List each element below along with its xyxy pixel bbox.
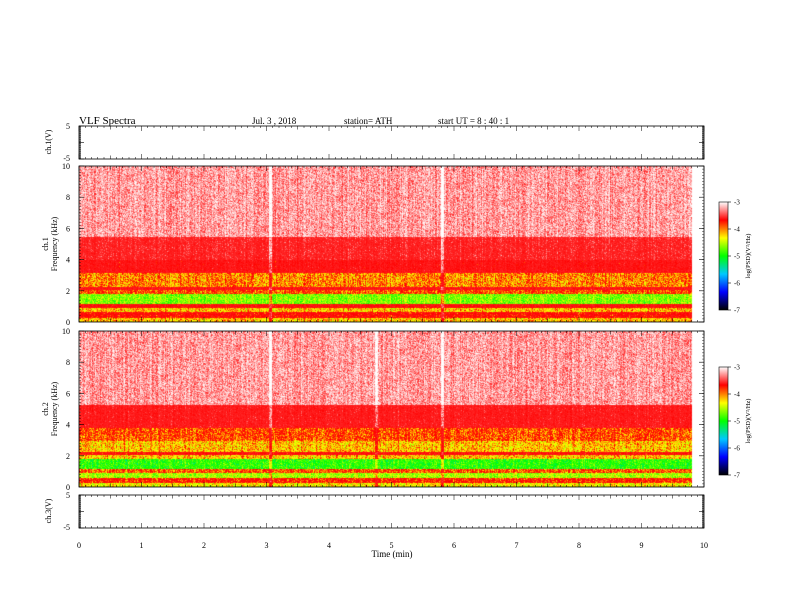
ch1-spectrogram-image — [79, 166, 704, 322]
ch3-waveform-ticks — [78, 494, 705, 529]
colorbar-tick-label: -6 — [734, 445, 740, 453]
colorbar-tick-label: -5 — [734, 253, 740, 261]
time-tick-label: 10 — [700, 541, 708, 550]
frequency-tick-label: 8 — [66, 193, 70, 202]
frequency-tick-label: 10 — [62, 327, 70, 336]
ch3-waveform-panel: 5 -5 ch.3(V) 0 1 2 3 4 5 6 7 8 9 10 Time (min) — [44, 491, 708, 559]
colorbar-tick-label: -3 — [734, 364, 740, 372]
ch2-colorbar-label: log(PSD)(V²/Hz) — [745, 399, 752, 444]
ch2-colorbar-ticks: -3 -4 -5 -6 -7 — [728, 364, 740, 480]
colorbar-tick-label: -7 — [734, 307, 740, 315]
colorbar-tick-label: -6 — [734, 280, 740, 288]
ch3-waveform-ylabel: ch.3(V) — [44, 498, 53, 523]
ch1-waveform-ticks — [78, 125, 705, 160]
frequency-tick-label: 4 — [66, 421, 70, 430]
ch1-colorbar-label: log(PSD)(V²/Hz) — [745, 234, 752, 279]
colorbar-tick-label: -4 — [734, 391, 740, 399]
start-time-label: start UT = 8 : 40 : 1 — [438, 116, 509, 126]
ch2-spectrogram-ylabel: ch.2Frequency (kHz) — [41, 381, 59, 436]
ch1-colorbar: -3 -4 -5 -6 -7 log(PSD)(V²/Hz) — [718, 199, 752, 315]
ch1-waveform-panel: 5 -5 ch.1(V) — [44, 122, 705, 163]
frequency-tick-label: 8 — [66, 358, 70, 367]
ch2-frequency-label: Frequency (kHz) — [50, 381, 59, 436]
ch1-y-tick-5: 5 — [66, 122, 70, 131]
ch1-colorbar-ticks: -3 -4 -5 -6 -7 — [728, 199, 740, 315]
ch1-spectrogram-ylabel-1: ch.1Frequency (kHz) — [41, 216, 59, 271]
frequency-tick-label: 0 — [66, 318, 70, 327]
ch2-spectrogram-ticks — [78, 330, 705, 488]
ch1-channel-label: ch.1 — [41, 237, 50, 251]
ch2-spectrogram-image — [79, 331, 704, 487]
time-tick-label: 7 — [515, 541, 519, 550]
ch1-frequency-label: Frequency (kHz) — [50, 216, 59, 271]
time-tick-label: 6 — [452, 541, 456, 550]
colorbar-tick-label: -5 — [734, 418, 740, 426]
colorbar-tick-label: -7 — [734, 472, 740, 480]
time-tick-label: 3 — [265, 541, 269, 550]
ch1-spectrogram-ytick-labels: 0 2 4 6 8 10 — [62, 162, 70, 327]
figure-title: VLF Spectra — [79, 115, 136, 127]
frequency-tick-label: 6 — [66, 389, 70, 398]
date-label: Jul. 3 , 2018 — [252, 116, 297, 126]
station-label: station= ATH — [344, 116, 393, 126]
frequency-tick-label: 10 — [62, 162, 70, 171]
ch3-y-tick-5: 5 — [66, 491, 70, 500]
ch1-waveform-ylabel: ch.1(V) — [44, 129, 53, 154]
ch1-y-tick-minus5: -5 — [63, 154, 70, 163]
ch2-spectrogram-ytick-labels: 0 2 4 6 8 10 — [62, 327, 70, 492]
time-tick-label: 1 — [140, 541, 144, 550]
frequency-tick-label: 2 — [66, 452, 70, 461]
ch1-spectrogram-panel: 0 2 4 6 8 10 ch.1Frequency (kHz) — [41, 162, 705, 327]
ch2-spectrogram-panel: 0 2 4 6 8 10 ch.2Frequency (kHz) — [41, 327, 705, 492]
time-tick-label: 5 — [390, 541, 394, 550]
frequency-tick-label: 4 — [66, 256, 70, 265]
frequency-tick-label: 2 — [66, 287, 70, 296]
ch2-channel-label: ch.2 — [41, 402, 50, 416]
time-tick-label: 0 — [77, 541, 81, 550]
colorbar-tick-label: -4 — [734, 226, 740, 234]
time-tick-label: 4 — [327, 541, 331, 550]
colorbar-tick-label: -3 — [734, 199, 740, 207]
ch1-colorbar-gradient — [719, 202, 728, 310]
time-tick-label: 9 — [640, 541, 644, 550]
ch2-colorbar-gradient — [719, 367, 728, 475]
ch2-colorbar: -3 -4 -5 -6 -7 log(PSD)(V²/Hz) — [718, 364, 752, 480]
ch1-spectrogram-ticks — [78, 165, 705, 323]
time-tick-label: 2 — [202, 541, 206, 550]
ch3-y-tick-minus5: -5 — [63, 523, 70, 532]
frequency-tick-label: 0 — [66, 483, 70, 492]
time-tick-label: 8 — [577, 541, 581, 550]
frequency-tick-label: 6 — [66, 224, 70, 233]
time-axis-label: Time (min) — [372, 549, 413, 559]
time-axis-tick-labels: 0 1 2 3 4 5 6 7 8 9 10 — [77, 541, 708, 550]
